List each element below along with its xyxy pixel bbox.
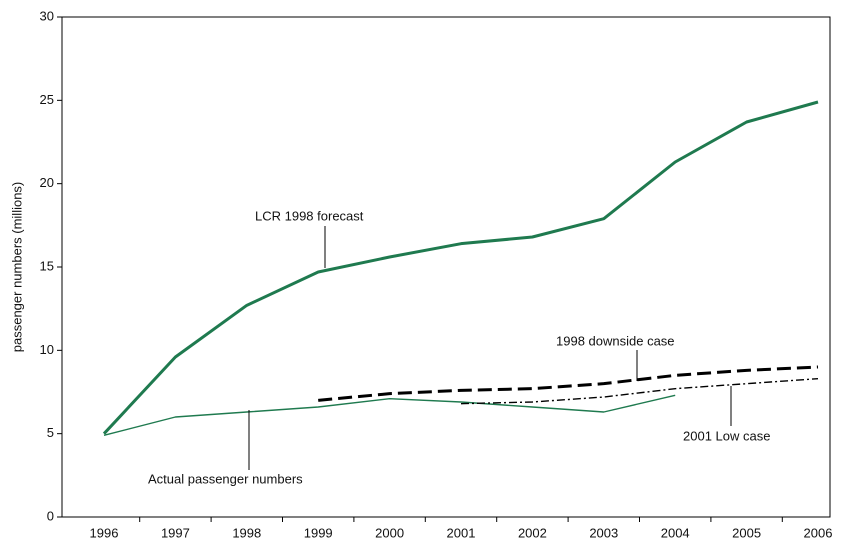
series-line [103,394,676,437]
y-axis-label: passenger numbers (millions) [9,182,24,353]
y-tick-label: 15 [40,258,54,273]
x-tick-label: 2004 [661,525,690,540]
x-tick-label: 1996 [90,525,119,540]
series-label: LCR 1998 forecast [255,208,364,223]
series-line [460,377,819,405]
x-tick-label: 2000 [375,525,404,540]
y-tick-label: 10 [40,342,54,357]
y-tick-label: 30 [40,8,54,23]
y-tick-label: 0 [47,508,54,523]
x-tick-label: 1997 [161,525,190,540]
series-line [318,365,819,402]
y-tick-label: 20 [40,175,54,190]
series-label: 1998 downside case [556,333,675,348]
series-line [102,100,819,435]
x-tick-label: 2006 [804,525,833,540]
x-tick-label: 2002 [518,525,547,540]
series-label: Actual passenger numbers [148,471,303,486]
y-tick-label: 5 [47,425,54,440]
series-label: 2001 Low case [683,428,770,443]
x-tick-label: 2005 [732,525,761,540]
x-tick-label: 1998 [232,525,261,540]
x-tick-label: 2003 [589,525,618,540]
x-tick-label: 1999 [304,525,333,540]
x-tick-label: 2001 [447,525,476,540]
y-tick-label: 25 [40,92,54,107]
